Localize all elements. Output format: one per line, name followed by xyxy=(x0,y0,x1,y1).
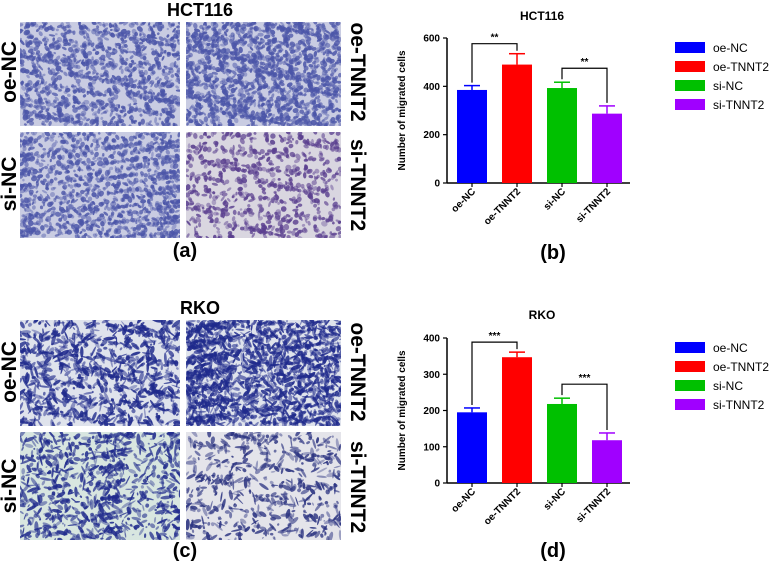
significance-label: ** xyxy=(581,57,589,68)
panel-b-label: (b) xyxy=(540,242,566,264)
y-axis-label: Number of migrated cells xyxy=(397,50,408,170)
chart-title: HCT116 xyxy=(520,9,564,23)
bar-si-TNNT2 xyxy=(592,440,622,483)
legend-swatch xyxy=(675,99,705,110)
cell-texture xyxy=(20,22,180,126)
legend-label: si-NC xyxy=(713,379,743,393)
x-tick-label: si-NC xyxy=(542,486,568,512)
chart-rko: RKO Number of migrated cells 0 100 200 300 400… xyxy=(397,308,769,528)
legend-swatch xyxy=(675,42,705,53)
bar-si-NC xyxy=(547,403,577,483)
legend-label: oe-TNNT2 xyxy=(713,360,769,374)
significance-bracket xyxy=(471,341,518,405)
bar-oe-TNNT2 xyxy=(502,64,532,183)
x-tick-label: si-NC xyxy=(542,186,568,212)
bar-si-TNNT2 xyxy=(592,113,622,183)
micrograph-rko-oe-nc xyxy=(20,320,180,426)
micrograph-hct116-si-tnnt2 xyxy=(186,132,341,238)
cell-texture xyxy=(186,22,341,126)
legend-label: oe-TNNT2 xyxy=(713,60,769,74)
x-tick-label: oe-TNNT2 xyxy=(482,486,523,527)
y-tick-label: 0 xyxy=(434,479,440,490)
cell-texture xyxy=(20,132,180,238)
y-tick-label: 300 xyxy=(423,370,440,381)
micrograph-rko-si-tnnt2 xyxy=(186,432,341,540)
y-tick-label: 600 xyxy=(423,34,440,45)
legend-label: oe-NC xyxy=(713,341,748,355)
significance-label: *** xyxy=(489,331,501,342)
chart-title: RKO xyxy=(529,308,556,322)
significance-label: ** xyxy=(491,33,499,44)
panel-a-title: HCT116 xyxy=(166,0,234,20)
micrograph-hct116-oe-nc xyxy=(20,22,180,126)
bar-si-NC xyxy=(547,88,577,183)
chart-hct116: HCT116 Number of migrated cells 0 200 400 600… xyxy=(397,9,769,228)
cell-texture xyxy=(20,320,180,426)
legend-swatch xyxy=(675,361,705,372)
legend-label: oe-NC xyxy=(713,41,748,55)
legend-label: si-TNNT2 xyxy=(713,98,765,112)
bar-oe-NC xyxy=(457,89,487,183)
label-c-si-nc: si-NC xyxy=(0,458,21,514)
label-c-si-tnnt2: si-TNNT2 xyxy=(346,441,369,534)
legend-label: si-NC xyxy=(713,79,743,93)
legend-swatch xyxy=(675,342,705,353)
legend-swatch xyxy=(675,61,705,72)
micrograph-hct116-oe-tnnt2 xyxy=(186,22,341,126)
panel-a-label: (a) xyxy=(172,240,198,262)
cell-texture xyxy=(186,432,341,540)
cell-texture xyxy=(186,132,341,238)
significance-label: *** xyxy=(579,373,591,384)
y-tick-label: 100 xyxy=(423,442,440,453)
y-tick-label: 200 xyxy=(423,406,440,417)
significance-bracket xyxy=(561,383,608,430)
panel-c-label: (c) xyxy=(172,540,198,562)
y-axis-label: Number of migrated cells xyxy=(397,350,408,470)
label-a-oe-tnnt2: oe-TNNT2 xyxy=(346,22,369,122)
bar-oe-NC xyxy=(457,412,487,483)
micrograph-rko-oe-tnnt2 xyxy=(186,320,341,426)
y-tick-label: 200 xyxy=(423,130,440,141)
x-tick-label: si-TNNT2 xyxy=(574,186,613,225)
y-tick-label: 0 xyxy=(434,179,440,190)
legend-swatch xyxy=(675,399,705,410)
legend-label: si-TNNT2 xyxy=(713,398,765,412)
label-a-oe-nc: oe-NC xyxy=(0,41,21,103)
label-a-si-tnnt2: si-TNNT2 xyxy=(346,139,369,232)
micrograph-rko-si-nc xyxy=(20,432,180,540)
legend-swatch xyxy=(675,380,705,391)
x-tick-label: oe-NC xyxy=(450,486,479,515)
cell-texture xyxy=(186,320,341,426)
significance-bracket xyxy=(471,43,518,83)
x-tick-label: si-TNNT2 xyxy=(574,486,613,525)
panel-c-title: RKO xyxy=(180,298,220,318)
legend-swatch xyxy=(675,80,705,91)
label-a-si-nc: si-NC xyxy=(0,156,21,212)
cell-texture xyxy=(20,432,180,540)
x-tick-label: oe-NC xyxy=(450,186,479,215)
x-tick-label: oe-TNNT2 xyxy=(482,186,523,227)
bar-oe-TNNT2 xyxy=(502,357,532,483)
micrograph-hct116-si-nc xyxy=(20,132,180,238)
y-tick-label: 400 xyxy=(423,82,440,93)
panel-d-label: (d) xyxy=(540,540,566,562)
label-c-oe-nc: oe-NC xyxy=(0,341,21,403)
significance-bracket xyxy=(561,67,608,103)
y-tick-label: 400 xyxy=(423,334,440,345)
label-c-oe-tnnt2: oe-TNNT2 xyxy=(346,322,369,422)
